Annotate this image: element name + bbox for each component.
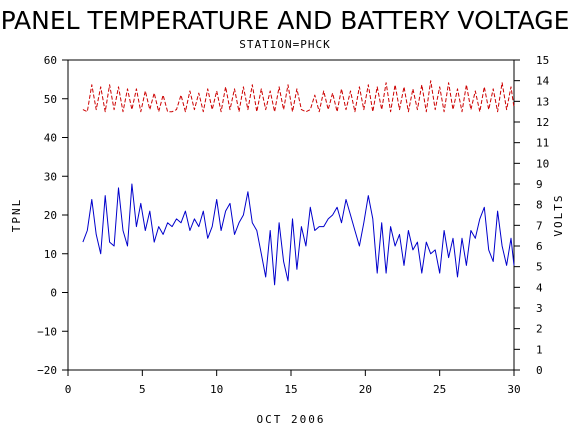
x-tick-label: 20 [359, 383, 372, 396]
x-axis: 0 5 10 15 20 25 30 [65, 370, 521, 396]
chart-title: PANEL TEMPERATURE AND BATTERY VOLTAGE [1, 6, 570, 35]
y-tick-label: 10 [44, 248, 57, 261]
y2-tick-label: 14 [536, 75, 550, 88]
y2-tick-label: 10 [536, 157, 549, 170]
series-line-tpnl [82, 183, 515, 286]
x-axis-label: OCT 2006 [257, 413, 326, 426]
y-tick-label: 50 [44, 93, 57, 106]
y-tick-label: 20 [44, 209, 57, 222]
y2-tick-label: 2 [536, 323, 543, 336]
y2-tick-label: 12 [536, 116, 549, 129]
y-tick-label: −20 [37, 364, 57, 377]
y2-tick-label: 9 [536, 178, 543, 191]
y2-tick-label: 13 [536, 95, 549, 108]
chart-subtitle: STATION=PHCK [239, 38, 330, 51]
y-axis-left: −20 −10 0 10 20 30 40 50 60 [37, 54, 68, 377]
x-tick-label: 30 [507, 383, 520, 396]
x-tick-label: 0 [65, 383, 72, 396]
series-line-volts [82, 80, 515, 113]
y2-tick-label: 15 [536, 54, 549, 67]
y-axis-label-left: TPNL [10, 198, 23, 233]
y2-tick-label: 1 [536, 343, 543, 356]
y2-tick-label: 7 [536, 219, 543, 232]
y2-tick-label: 8 [536, 199, 543, 212]
y-tick-label: 60 [44, 54, 57, 67]
y-axis-label-right: VOLTS [552, 193, 565, 236]
y-tick-label: −10 [37, 325, 57, 338]
x-tick-label: 25 [433, 383, 446, 396]
x-tick-label: 10 [210, 383, 223, 396]
y-tick-label: 40 [44, 132, 57, 145]
y-tick-label: 30 [44, 170, 57, 183]
y2-tick-label: 11 [536, 137, 549, 150]
y-tick-label: 0 [50, 287, 57, 300]
y2-tick-label: 0 [536, 364, 543, 377]
y2-tick-label: 5 [536, 261, 543, 274]
x-tick-label: 15 [284, 383, 297, 396]
y2-tick-label: 3 [536, 302, 543, 315]
x-tick-label: 5 [139, 383, 146, 396]
y2-tick-label: 4 [536, 281, 543, 294]
y2-tick-label: 6 [536, 240, 543, 253]
series-layer [82, 80, 515, 286]
